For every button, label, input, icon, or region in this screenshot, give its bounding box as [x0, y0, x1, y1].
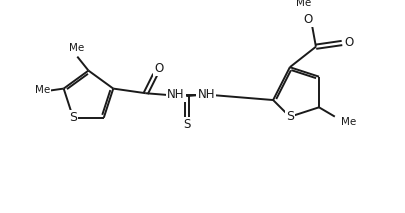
Text: Me: Me [69, 43, 84, 53]
Text: S: S [69, 111, 77, 124]
Text: O: O [154, 62, 164, 75]
Text: Me: Me [35, 85, 50, 95]
Text: Me: Me [296, 0, 311, 8]
Text: NH: NH [198, 88, 215, 101]
Text: O: O [304, 13, 313, 26]
Text: O: O [344, 36, 353, 49]
Text: NH: NH [167, 88, 184, 101]
Text: Me: Me [341, 117, 356, 127]
Text: S: S [286, 110, 294, 123]
Text: S: S [183, 118, 190, 131]
